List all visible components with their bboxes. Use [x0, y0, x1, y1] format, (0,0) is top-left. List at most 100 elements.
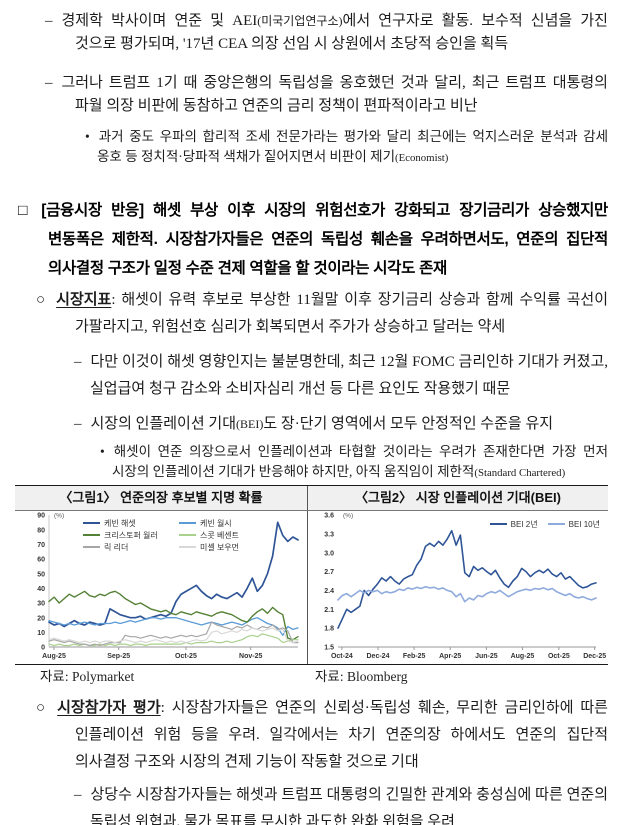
svg-text:20: 20 — [37, 615, 45, 622]
svg-text:Dec-24: Dec-24 — [367, 653, 390, 660]
paragraph-text: 그러나 트럼프 1기 때 중앙은행의 독립성을 옹호했던 것과 달리, 최근 트… — [61, 75, 609, 114]
circle-marker: ○ — [36, 292, 48, 308]
figure-body-row: 0 10 20 30 40 50 60 70 80 90 (%) Aug-25 Sep-25 Oct-25… — [15, 511, 608, 664]
legend-item: 스콧 베센트 — [179, 529, 275, 541]
circle-marker: ○ — [36, 700, 49, 716]
svg-text:80: 80 — [37, 527, 45, 534]
svg-text:2.7: 2.7 — [324, 569, 334, 576]
svg-text:(%): (%) — [54, 513, 64, 520]
paragraph-text: 해셋이 연준 의장으로서 인플레이션과 타협할 것이라는 우려가 존재한다면 가… — [112, 444, 608, 479]
svg-text:Aug-25: Aug-25 — [511, 653, 535, 660]
figure2-source: 자료: Bloomberg — [315, 669, 408, 684]
svg-text:3.0: 3.0 — [324, 550, 334, 557]
paragraph-hassett-profile: – 경제학 박사이며 연준 및 AEI(미국기업연구소)에서 연구자로 활동. 보… — [0, 10, 608, 56]
legend-label: 크리스토퍼 월러 — [104, 530, 158, 540]
figure1-title: 〈그림1〉 연준의장 후보별 지명 확률 — [15, 486, 308, 510]
legend-label: BEI 2년 — [510, 519, 538, 529]
paragraph-text: 다만 이것이 해셋 영향인지는 불분명한데, 최근 12월 FOMC 금리인하 … — [90, 354, 608, 397]
svg-text:30: 30 — [37, 601, 45, 608]
svg-text:Oct-25: Oct-25 — [548, 653, 570, 660]
svg-text:3.3: 3.3 — [324, 531, 334, 538]
dash-marker: – — [45, 75, 53, 91]
svg-text:Oct-25: Oct-25 — [175, 653, 197, 660]
paragraph-fomc-factors: – 다만 이것이 해셋 영향인지는 불분명한데, 최근 12월 FOMC 금리인하… — [0, 349, 608, 403]
dash-marker: – — [74, 787, 82, 803]
svg-text:2.1: 2.1 — [324, 607, 334, 614]
paragraph-market-indicators: ○ 시장지표: 해셋이 유력 후보로 부상한 11월말 이후 장기금리 상승과 함… — [0, 287, 608, 341]
chart-nomination-probability: 0 10 20 30 40 50 60 70 80 90 (%) Aug-25 Sep-25 Oct-25… — [15, 511, 308, 664]
paragraph-text: 상당수 시장참가자들는 해셋과 트럼프 대통령의 긴밀한 관계와 충성심에 따른… — [90, 787, 608, 825]
svg-text:(%): (%) — [343, 513, 353, 520]
bullet-marker: • — [85, 129, 90, 144]
svg-text:70: 70 — [37, 542, 45, 549]
bullet-marker: • — [100, 444, 105, 459]
square-marker: □ — [18, 202, 33, 219]
legend-line-swatch — [179, 546, 196, 548]
chart2-legend: BEI 2년 BEI 10년 — [489, 518, 600, 530]
legend-line-swatch — [489, 523, 507, 525]
subbullet-standard-chartered: • 해셋이 연준 의장으로서 인플레이션과 타협할 것이라는 우려가 존재한다면 … — [0, 442, 608, 483]
legend-label: 스콧 베센트 — [200, 530, 240, 540]
svg-text:0: 0 — [41, 645, 45, 652]
paragraph-text: 과거 중도 우파의 합리적 조세 전문가라는 평가와 달리 최근에는 억지스러운… — [97, 129, 608, 164]
inflation-expectations-chart: 1.5 1.8 2.1 2.4 2.7 3.0 3.3 3.6 (%) Oct-24 Dec-24 F… — [324, 513, 606, 660]
svg-text:Jun-25: Jun-25 — [475, 653, 498, 660]
svg-text:1.5: 1.5 — [324, 645, 334, 652]
figure1-source: 자료: Polymarket — [40, 669, 135, 684]
legend-line-swatch — [83, 522, 100, 524]
svg-text:40: 40 — [37, 586, 45, 593]
svg-text:2.4: 2.4 — [324, 588, 334, 595]
svg-text:Oct-24: Oct-24 — [331, 653, 353, 660]
legend-item: 릭 리더 — [83, 541, 179, 553]
figure-header-row: 〈그림1〉 연준의장 후보별 지명 확률 〈그림2〉 시장 인플레이션 기대(B… — [15, 486, 608, 511]
legend-line-swatch — [547, 523, 565, 525]
svg-text:3.6: 3.6 — [324, 513, 334, 520]
legend-item: 크리스토퍼 월러 — [83, 529, 179, 541]
legend-label: BEI 10년 — [568, 519, 600, 529]
paragraph-participant-assessment: ○ 시장참가자 평가: 시장참가자들은 연준의 신뢰성·독립성 훼손, 무리한 금… — [0, 695, 608, 776]
paragraph-text: 시장의 인플레이션 기대(BEI)도 장·단기 영역에서 모두 안정적인 수준을… — [90, 416, 554, 432]
svg-text:Nov-25: Nov-25 — [239, 653, 262, 660]
chart-inflation-expectations: 1.5 1.8 2.1 2.4 2.7 3.0 3.3 3.6 (%) Oct-24 Dec-24 F… — [308, 511, 608, 664]
svg-text:Dec-25: Dec-25 — [583, 653, 606, 660]
figure-table: 〈그림1〉 연준의장 후보별 지명 확률 〈그림2〉 시장 인플레이션 기대(B… — [15, 485, 608, 665]
legend-line-swatch — [83, 546, 100, 548]
heading-text: [금융시장 반응] 해셋 부상 이후 시장의 위험선호가 강화되고 장기금리가 … — [41, 202, 608, 277]
svg-text:10: 10 — [37, 630, 45, 637]
svg-text:90: 90 — [37, 513, 45, 520]
legend-line-swatch — [179, 522, 196, 524]
dash-marker: – — [74, 354, 82, 370]
svg-text:60: 60 — [37, 557, 45, 564]
svg-text:Sep-25: Sep-25 — [107, 653, 130, 660]
dash-marker: – — [45, 13, 53, 29]
legend-label: 케빈 해셋 — [104, 518, 136, 528]
legend-line-swatch — [179, 534, 196, 536]
svg-text:1.8: 1.8 — [324, 626, 334, 633]
paragraph-bei-stable: – 시장의 인플레이션 기대(BEI)도 장·단기 영역에서 모두 안정적인 수준… — [0, 411, 608, 438]
legend-item: 케빈 해셋 — [83, 517, 179, 529]
section-heading-financial-market-reaction: □ [금융시장 반응] 해셋 부상 이후 시장의 위험선호가 강화되고 장기금리가… — [0, 196, 608, 283]
legend-label: 미셸 보우먼 — [200, 542, 240, 552]
legend-item: BEI 10년 — [547, 518, 600, 530]
paragraph-text: 시장지표: 해셋이 유력 후보로 부상한 11월말 이후 장기금리 상승과 함께… — [56, 292, 608, 335]
svg-text:Apr-25: Apr-25 — [439, 653, 461, 660]
paragraph-text: 경제학 박사이며 연준 및 AEI(미국기업연구소)에서 연구자로 활동. 보수… — [61, 13, 609, 52]
legend-line-swatch — [83, 534, 100, 536]
subbullet-economist: • 과거 중도 우파의 합리적 조세 전문가라는 평가와 달리 최근에는 억지스러… — [0, 127, 608, 168]
figure-sources-row: 자료: Polymarket 자료: Bloomberg — [15, 665, 608, 685]
legend-label: 릭 리더 — [104, 542, 129, 552]
legend-item: 케빈 월시 — [179, 517, 275, 529]
figure2-title: 〈그림2〉 시장 인플레이션 기대(BEI) — [355, 490, 561, 505]
paragraph-text: 시장참가자 평가: 시장참가자들은 연준의 신뢰성·독립성 훼손, 무리한 금리… — [57, 700, 608, 770]
legend-label: 케빈 월시 — [200, 518, 232, 528]
svg-text:50: 50 — [37, 571, 45, 578]
legend-item: 미셸 보우먼 — [179, 541, 275, 553]
paragraph-hassett-criticism: – 그러나 트럼프 1기 때 중앙은행의 독립성을 옹호했던 것과 달리, 최근 … — [0, 72, 608, 118]
paragraph-independence-risk: – 상당수 시장참가자들는 해셋과 트럼프 대통령의 긴밀한 관계와 충성심에 따… — [0, 782, 608, 825]
svg-text:Feb-25: Feb-25 — [403, 653, 426, 660]
svg-text:Aug-25: Aug-25 — [42, 653, 66, 660]
dash-marker: – — [74, 416, 82, 432]
nomination-probability-chart: 0 10 20 30 40 50 60 70 80 90 (%) Aug-25 Sep-25 Oct-25… — [37, 513, 299, 660]
